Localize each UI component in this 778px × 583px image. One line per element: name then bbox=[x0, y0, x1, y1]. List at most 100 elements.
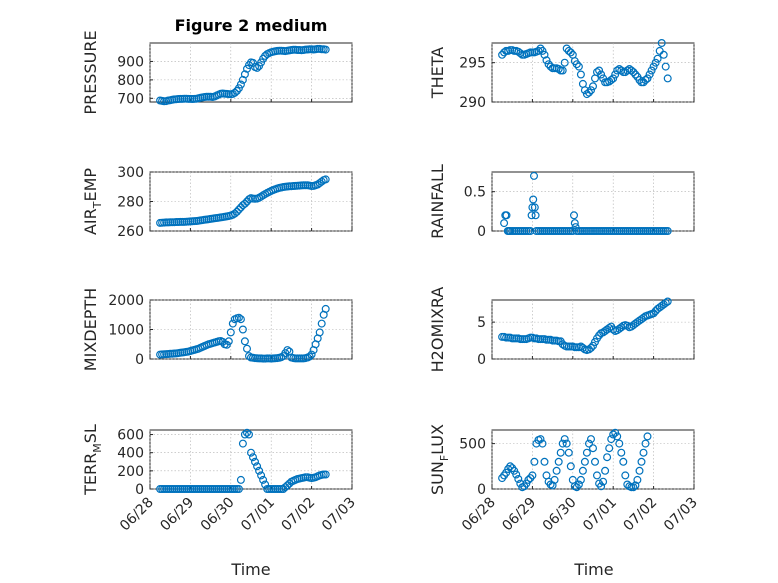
data-point bbox=[588, 444, 597, 453]
data-point bbox=[236, 80, 245, 89]
panel-theta: 290 295 THETA bbox=[428, 38, 695, 111]
data-point bbox=[597, 482, 606, 491]
y-axis-label: AIRTEMP bbox=[81, 168, 104, 235]
data-point bbox=[657, 38, 666, 47]
data-point bbox=[629, 483, 638, 492]
data-point bbox=[595, 66, 604, 75]
plot-frame bbox=[491, 171, 695, 232]
data-point bbox=[526, 227, 535, 236]
data-point bbox=[631, 481, 640, 490]
data-point bbox=[601, 466, 610, 475]
data-point bbox=[315, 328, 324, 337]
data-point bbox=[556, 448, 565, 457]
data-point bbox=[500, 219, 509, 228]
y-tick-label: 0 bbox=[135, 352, 144, 368]
data-point bbox=[597, 70, 606, 79]
data-point bbox=[524, 475, 533, 484]
data-point bbox=[516, 49, 525, 58]
data-point bbox=[228, 319, 237, 328]
data-point bbox=[530, 457, 539, 466]
data-point bbox=[554, 64, 563, 73]
y-tick-label: 800 bbox=[117, 73, 144, 89]
data-point bbox=[253, 63, 262, 72]
data-point bbox=[580, 457, 589, 466]
data-point bbox=[317, 177, 326, 186]
data-point bbox=[243, 344, 252, 353]
y-tick-label: 295 bbox=[459, 56, 486, 72]
data-point bbox=[649, 309, 658, 318]
data-point bbox=[544, 60, 553, 69]
data-point bbox=[599, 477, 608, 486]
data-point bbox=[527, 211, 536, 220]
data-point bbox=[629, 68, 638, 77]
data-point bbox=[531, 211, 540, 220]
data-point bbox=[536, 435, 545, 444]
data-point bbox=[607, 75, 616, 84]
data-point bbox=[580, 86, 589, 95]
data-point bbox=[236, 315, 245, 324]
data-point bbox=[238, 439, 247, 448]
y-tick-label: 1000 bbox=[108, 323, 144, 339]
data-point bbox=[528, 203, 537, 212]
data-point bbox=[639, 448, 648, 457]
y-tick-label: 500 bbox=[459, 437, 486, 453]
data-point bbox=[611, 70, 620, 79]
data-point bbox=[249, 453, 258, 462]
panel-rainfall: 0 0.5 RAINFALL bbox=[428, 164, 695, 240]
data-point bbox=[569, 211, 578, 220]
data-point bbox=[243, 428, 252, 437]
data-point bbox=[230, 209, 239, 218]
y-tick-label: 0 bbox=[477, 352, 486, 368]
data-point bbox=[613, 432, 622, 441]
x-tick-label: 06/28 bbox=[117, 495, 157, 535]
data-point bbox=[538, 46, 547, 55]
data-point bbox=[582, 448, 591, 457]
data-point bbox=[586, 86, 595, 95]
data-point bbox=[661, 298, 670, 307]
data-point bbox=[321, 470, 330, 479]
data-point bbox=[566, 462, 575, 471]
data-point bbox=[550, 475, 559, 484]
panel-mixdepth: 0 1000 2000 MIXDEPTH bbox=[81, 288, 353, 371]
data-point bbox=[645, 70, 654, 79]
data-point bbox=[251, 457, 260, 466]
data-point bbox=[663, 227, 672, 236]
data-point bbox=[588, 82, 597, 91]
data-point bbox=[663, 74, 672, 83]
y-axis-label: MIXDEPTH bbox=[81, 288, 100, 371]
data-point bbox=[637, 457, 646, 466]
data-point bbox=[240, 430, 249, 439]
x-tick-label: 07/03 bbox=[319, 495, 359, 535]
x-tick-label: 07/01 bbox=[238, 495, 278, 535]
data-point bbox=[224, 337, 233, 346]
data-point bbox=[234, 313, 243, 322]
data-point bbox=[586, 343, 595, 352]
data-point bbox=[226, 328, 235, 337]
data-point bbox=[584, 439, 593, 448]
data-point bbox=[253, 462, 262, 471]
data-point bbox=[317, 319, 326, 328]
data-point bbox=[619, 457, 628, 466]
data-point bbox=[641, 75, 650, 84]
data-point bbox=[530, 203, 539, 212]
y-axis-label: H2OMIXRA bbox=[428, 287, 447, 373]
y-tick-label: 0 bbox=[135, 482, 144, 498]
data-point bbox=[566, 48, 575, 57]
data-point bbox=[617, 66, 626, 75]
y-tick-label: 400 bbox=[117, 446, 144, 462]
data-point bbox=[236, 475, 245, 484]
panel-terr-msl: 0 200 400 600 06/28 06/29 06/30 07/01 07/02 07/03… bbox=[81, 424, 359, 534]
data-point bbox=[659, 50, 668, 59]
data-point bbox=[528, 471, 537, 480]
data-point bbox=[564, 448, 573, 457]
data-point bbox=[647, 66, 656, 75]
data-point bbox=[247, 448, 256, 457]
data-point bbox=[245, 430, 254, 439]
figure-title: Figure 2 medium bbox=[175, 16, 328, 35]
data-point bbox=[536, 44, 545, 53]
data-point bbox=[321, 45, 330, 54]
data-point bbox=[540, 457, 549, 466]
panel-sun-flux: 0 500 06/28 06/29 06/30 07/01 07/02 07/03 SUNFLU… bbox=[428, 424, 701, 534]
panel-h2omixra: 0 5 H2OMIXRA bbox=[428, 287, 695, 373]
